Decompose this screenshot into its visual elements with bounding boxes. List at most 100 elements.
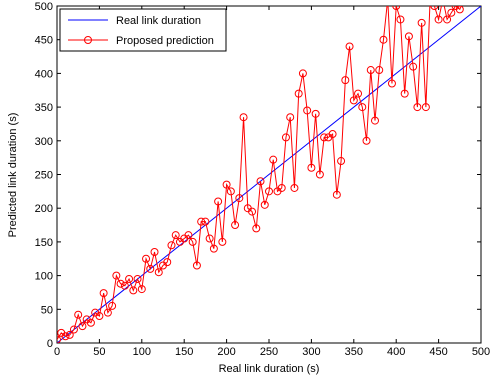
data-point [197, 217, 206, 226]
data-point [231, 221, 240, 230]
data-point [349, 96, 358, 105]
plot-area [57, 0, 481, 343]
data-point [252, 224, 261, 233]
data-point [116, 279, 125, 288]
y-tick-label: 350 [35, 102, 53, 114]
data-point [74, 310, 83, 319]
data-point [417, 18, 426, 27]
data-point [192, 261, 201, 270]
data-point [354, 89, 363, 98]
y-axis-label: Predicted link duration (s) [7, 113, 19, 238]
data-point [142, 254, 151, 263]
data-point [167, 241, 176, 250]
data-point [379, 35, 388, 44]
data-point [201, 217, 210, 226]
data-point [269, 155, 278, 164]
data-point [171, 231, 180, 240]
data-point [125, 274, 134, 283]
x-tick-label: 400 [387, 346, 405, 358]
x-tick-label: 50 [93, 346, 105, 358]
data-point [61, 332, 70, 341]
x-axis-label: Real link duration (s) [219, 363, 320, 375]
data-point [311, 109, 320, 118]
data-point [443, 15, 452, 24]
data-point [205, 234, 214, 243]
data-point [218, 237, 227, 246]
data-point [290, 183, 299, 192]
data-point [320, 133, 329, 142]
data-point [222, 180, 231, 189]
data-point [265, 187, 273, 196]
data-point [298, 69, 307, 78]
data-point [294, 89, 303, 98]
data-point [120, 281, 129, 290]
data-point [248, 207, 257, 216]
data-point [384, 0, 391, 3]
y-tick-label: 250 [35, 170, 53, 182]
data-point [392, 6, 401, 10]
data-point [430, 6, 439, 10]
data-point [461, 0, 468, 3]
data-point [421, 103, 430, 112]
data-point [332, 190, 341, 199]
x-tick-label: 150 [175, 346, 193, 358]
data-point [400, 89, 409, 98]
data-point [371, 116, 379, 125]
data-point [260, 200, 269, 209]
data-point [137, 285, 146, 294]
data-point [358, 103, 367, 112]
data-point [214, 197, 223, 206]
data-point [281, 133, 290, 142]
data-point [256, 177, 265, 186]
legend-label: Real link duration [116, 15, 201, 27]
data-point [133, 274, 142, 283]
data-point [103, 308, 112, 317]
y-tick-label: 300 [35, 136, 53, 148]
data-point [315, 170, 324, 179]
data-point [129, 286, 138, 295]
data-point [154, 268, 163, 277]
data-point [427, 0, 434, 3]
data-point [209, 244, 218, 253]
data-point [404, 32, 413, 41]
series-line [57, 6, 481, 343]
data-point [108, 301, 117, 310]
y-tick-label: 200 [35, 203, 53, 215]
data-point [337, 157, 346, 166]
data-point [95, 312, 104, 321]
x-tick-label: 200 [217, 346, 235, 358]
data-point [375, 66, 384, 75]
x-tick-label: 250 [260, 346, 278, 358]
data-point [184, 231, 193, 240]
data-point [341, 76, 350, 85]
data-point [163, 258, 172, 267]
data-point [86, 318, 95, 327]
y-tick-label: 150 [35, 237, 53, 249]
data-point [112, 271, 121, 280]
data-point [307, 163, 316, 172]
x-tick-label: 350 [345, 346, 363, 358]
data-point [434, 15, 443, 24]
data-point [387, 79, 396, 88]
data-point [146, 264, 155, 273]
x-tick-label: 450 [429, 346, 447, 358]
data-point [409, 62, 418, 71]
data-point [69, 325, 78, 334]
data-point [99, 289, 108, 298]
data-point [235, 194, 244, 203]
data-point [451, 6, 460, 10]
data-point [447, 8, 456, 17]
legend-label: Proposed prediction [116, 35, 214, 47]
data-point [150, 248, 159, 257]
data-point [226, 187, 235, 196]
data-point [277, 183, 286, 192]
data-point [413, 103, 422, 112]
x-tick-label: 0 [54, 346, 60, 358]
y-tick-label: 500 [35, 1, 53, 13]
data-point [362, 136, 371, 145]
x-tick-label: 500 [472, 346, 490, 358]
data-point [303, 106, 312, 115]
legend-marker [84, 36, 92, 44]
y-tick-label: 50 [41, 304, 53, 316]
data-point [396, 15, 405, 24]
